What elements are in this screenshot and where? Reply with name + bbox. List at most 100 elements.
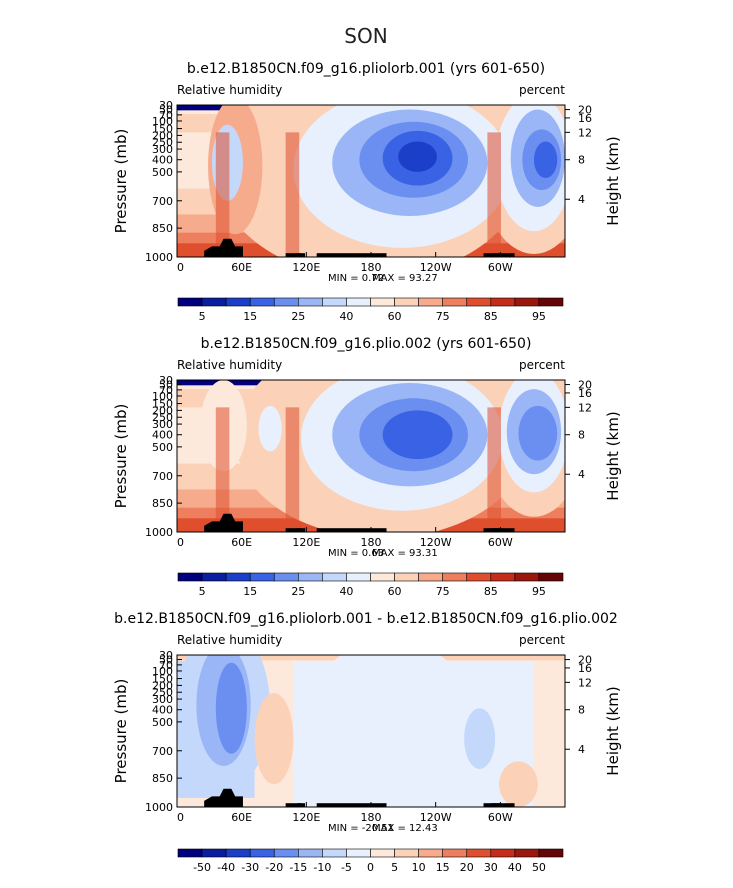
- y-tick-label: 700: [152, 470, 173, 483]
- y2-tick-label: 12: [578, 676, 592, 689]
- y2-tick-label: 20: [578, 379, 592, 392]
- panel-3: [176, 654, 570, 858]
- topography: [285, 253, 302, 257]
- y2-tick-label: 16: [578, 662, 592, 675]
- colorbar-label: 85: [484, 310, 498, 323]
- colorbar-box: [538, 572, 564, 582]
- topography: [491, 803, 515, 807]
- y2-tick-label: 16: [578, 387, 592, 400]
- colorbar-box: [249, 848, 275, 858]
- variable-label: Relative humidity: [177, 358, 282, 372]
- y-tick-label: 100: [152, 390, 173, 403]
- field-contour: [499, 761, 538, 807]
- colorbar-box: [201, 848, 227, 858]
- colorbar-box: [322, 297, 347, 307]
- colorbar-box: [298, 572, 323, 582]
- colorbar-label: 40: [339, 585, 353, 598]
- y-tick-label: 700: [152, 195, 173, 208]
- units-label: percent: [519, 358, 565, 372]
- y2-tick-label: 4: [578, 193, 585, 206]
- colorbar-box: [514, 572, 540, 582]
- topography: [285, 803, 302, 807]
- colorbar-label: 15: [436, 861, 450, 874]
- topography: [316, 803, 387, 807]
- colorbar-label: 75: [436, 310, 450, 323]
- y-tick-label: 850: [152, 772, 173, 785]
- colorbar-box: [418, 572, 443, 582]
- colorbar-label: 85: [484, 585, 498, 598]
- y-tick-label: 1000: [145, 801, 173, 814]
- colorbar-box: [394, 848, 419, 858]
- colorbar-box: [394, 297, 419, 307]
- y-tick-label: 200: [152, 404, 173, 417]
- y-tick-label: 100: [152, 115, 173, 128]
- stats-min: MIN = 0.63: [328, 548, 384, 559]
- y-tick-label: 850: [152, 222, 173, 235]
- y-tick-label: 70: [159, 384, 173, 397]
- panel-title: b.e12.B1850CN.f09_g16.plio.002 (yrs 601-…: [201, 336, 532, 352]
- field-plume: [215, 407, 230, 532]
- colorbar-label: 10: [412, 861, 426, 874]
- y-axis-label: Pressure (mb): [112, 679, 130, 784]
- field: [177, 655, 565, 807]
- topography: [483, 803, 500, 807]
- x-tick-label: 0: [177, 811, 184, 824]
- colorbar-label: 95: [532, 585, 546, 598]
- colorbar-label: 60: [388, 585, 402, 598]
- colorbar-box: [418, 297, 443, 307]
- colorbar-label: -30: [241, 861, 259, 874]
- topography: [297, 528, 306, 532]
- field-contour: [518, 405, 558, 461]
- colorbar-box: [177, 297, 203, 307]
- colorbar-box: [442, 572, 468, 582]
- colorbar-box: [225, 572, 251, 582]
- colorbar-label: 15: [243, 310, 257, 323]
- colorbar-box: [370, 848, 395, 858]
- colorbar-box: [466, 572, 492, 582]
- colorbar-box: [538, 297, 564, 307]
- x-tick-label: 120W: [420, 536, 452, 549]
- y-tick-label: 400: [152, 429, 173, 442]
- field-plume: [285, 407, 300, 532]
- x-tick-label: 120E: [292, 536, 320, 549]
- colorbar-label: 5: [391, 861, 398, 874]
- colorbar-box: [538, 848, 564, 858]
- x-tick-label: 120E: [292, 261, 320, 274]
- y2-tick-label: 8: [578, 704, 585, 717]
- colorbar-box: [177, 848, 203, 858]
- y-tick-label: 150: [152, 673, 173, 686]
- x-tick-label: 60E: [231, 811, 252, 824]
- colorbar-label: -40: [217, 861, 235, 874]
- y-tick-label: 850: [152, 497, 173, 510]
- panel-title: b.e12.B1850CN.f09_g16.pliolorb.001 - b.e…: [114, 611, 618, 627]
- colorbar-box: [394, 572, 419, 582]
- y2-tick-label: 4: [578, 468, 585, 481]
- colorbar-box: [370, 297, 395, 307]
- colorbar-box: [346, 572, 371, 582]
- topography: [491, 528, 515, 532]
- colorbar-box: [418, 848, 443, 858]
- y-tick-label: 200: [152, 679, 173, 692]
- colorbar-box: [490, 297, 516, 307]
- colorbar-box: [298, 297, 323, 307]
- variable-label: Relative humidity: [177, 83, 282, 97]
- x-tick-label: 60W: [488, 811, 513, 824]
- colorbar-box: [298, 848, 323, 858]
- y2-tick-label: 12: [578, 401, 592, 414]
- x-tick-label: 180: [361, 261, 382, 274]
- stats-max: MAX = 93.27: [372, 273, 438, 284]
- y-tick-label: 500: [152, 166, 173, 179]
- colorbar-box: [225, 848, 251, 858]
- x-tick-label: 60E: [231, 261, 252, 274]
- y-tick-label: 300: [152, 418, 173, 431]
- x-tick-label: 60W: [488, 261, 513, 274]
- stats-max: MAX = 12.43: [372, 823, 438, 834]
- colorbar-box: [273, 572, 299, 582]
- y-tick-label: 300: [152, 143, 173, 156]
- x-tick-label: 0: [177, 536, 184, 549]
- y2-axis-label: Height (km): [604, 411, 622, 500]
- y2-axis-label: Height (km): [604, 136, 622, 225]
- y-tick-label: 250: [152, 136, 173, 149]
- topography: [483, 253, 500, 257]
- topography: [316, 528, 387, 532]
